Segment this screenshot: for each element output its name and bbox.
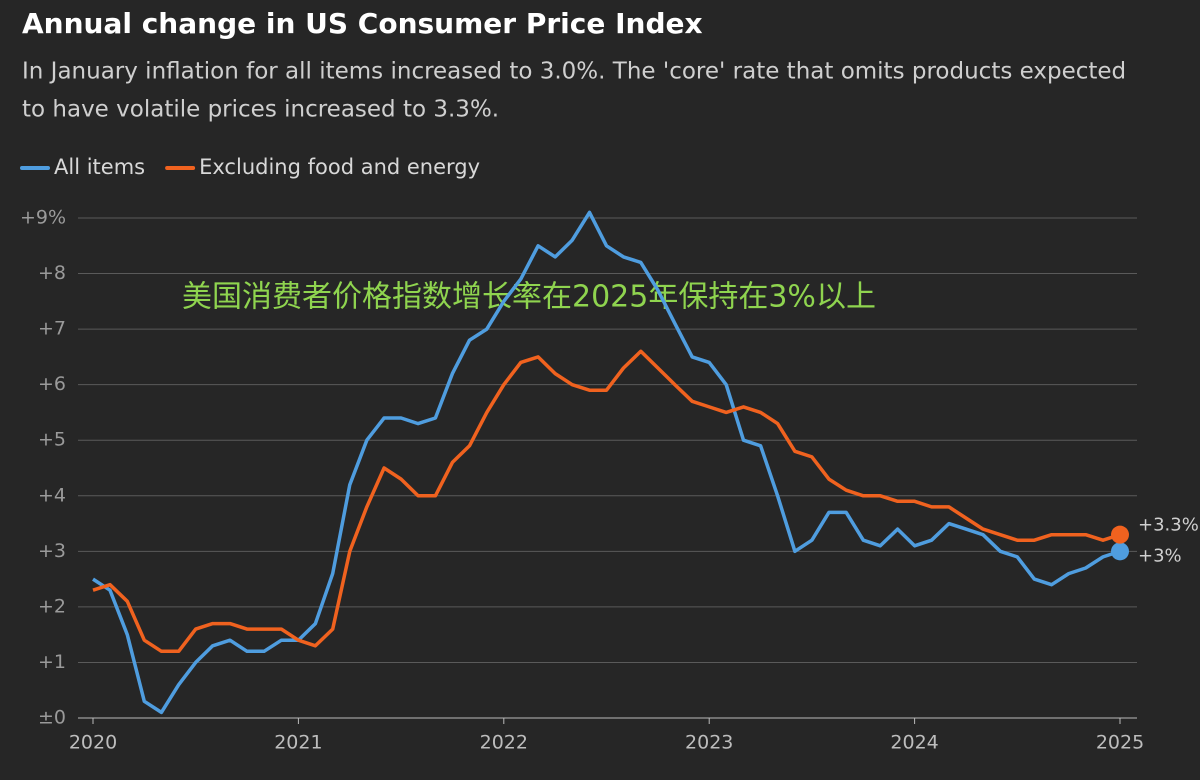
chart-title: Annual change in US Consumer Price Index [22,7,703,40]
end-dot [1111,525,1129,544]
y-tick-label: +7 [38,318,66,340]
y-tick-label: +4 [38,484,66,506]
y-tick-label: +6 [38,373,66,395]
annotation: 美国消费者价格指数增长率在2025年保持在3%以上 [182,280,876,315]
x-tick-label: 2023 [685,732,733,754]
series-line [92,349,1121,654]
y-tick-label: +9% [20,207,66,229]
subtitle: to have volatile prices increased to 3.3… [22,97,499,123]
y-tick-label: +2 [38,595,66,617]
end-label: +3.3% [1138,515,1199,536]
series-line [92,210,1121,715]
x-tick-label: 2022 [480,732,528,754]
x-tick-label: 2025 [1096,732,1144,754]
subtitle: In January inflation for all items incre… [22,59,1126,85]
y-tick-label: +8 [38,262,66,284]
end-dot [1111,542,1129,561]
y-tick-label: +5 [38,429,66,451]
y-tick-label: ±0 [38,707,66,729]
legend-label: Excluding food and energy [199,155,480,179]
x-tick-label: 2020 [69,732,117,754]
x-tick-label: 2021 [274,732,322,754]
legend-label: All items [54,155,145,179]
y-tick-label: +1 [38,651,66,673]
x-tick-label: 2024 [890,732,938,754]
y-tick-label: +3 [38,540,66,562]
end-label: +3% [1138,545,1182,566]
